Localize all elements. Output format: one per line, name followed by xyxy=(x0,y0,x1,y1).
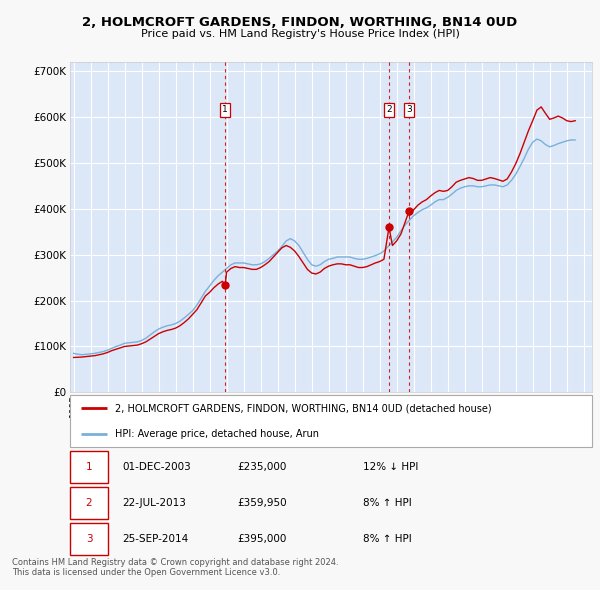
FancyBboxPatch shape xyxy=(70,487,108,519)
Text: 2, HOLMCROFT GARDENS, FINDON, WORTHING, BN14 0UD: 2, HOLMCROFT GARDENS, FINDON, WORTHING, … xyxy=(82,16,518,29)
Text: £359,950: £359,950 xyxy=(237,498,287,507)
Text: 2: 2 xyxy=(86,498,92,507)
Text: 12% ↓ HPI: 12% ↓ HPI xyxy=(362,461,418,471)
Text: £235,000: £235,000 xyxy=(237,461,287,471)
Text: HPI: Average price, detached house, Arun: HPI: Average price, detached house, Arun xyxy=(115,430,319,439)
Text: 25-SEP-2014: 25-SEP-2014 xyxy=(122,534,188,544)
Text: Contains HM Land Registry data © Crown copyright and database right 2024.
This d: Contains HM Land Registry data © Crown c… xyxy=(12,558,338,578)
Text: 3: 3 xyxy=(406,106,412,114)
Text: 2, HOLMCROFT GARDENS, FINDON, WORTHING, BN14 0UD (detached house): 2, HOLMCROFT GARDENS, FINDON, WORTHING, … xyxy=(115,404,491,413)
Text: £395,000: £395,000 xyxy=(237,534,287,544)
Text: 1: 1 xyxy=(223,106,228,114)
FancyBboxPatch shape xyxy=(70,451,108,483)
Text: 2: 2 xyxy=(386,106,392,114)
Text: 8% ↑ HPI: 8% ↑ HPI xyxy=(362,498,411,507)
Text: 8% ↑ HPI: 8% ↑ HPI xyxy=(362,534,411,544)
FancyBboxPatch shape xyxy=(70,395,592,447)
Text: Price paid vs. HM Land Registry's House Price Index (HPI): Price paid vs. HM Land Registry's House … xyxy=(140,29,460,38)
Text: 1: 1 xyxy=(86,461,92,471)
Text: 01-DEC-2003: 01-DEC-2003 xyxy=(122,461,191,471)
Text: 3: 3 xyxy=(86,534,92,544)
Text: 22-JUL-2013: 22-JUL-2013 xyxy=(122,498,186,507)
FancyBboxPatch shape xyxy=(70,523,108,555)
